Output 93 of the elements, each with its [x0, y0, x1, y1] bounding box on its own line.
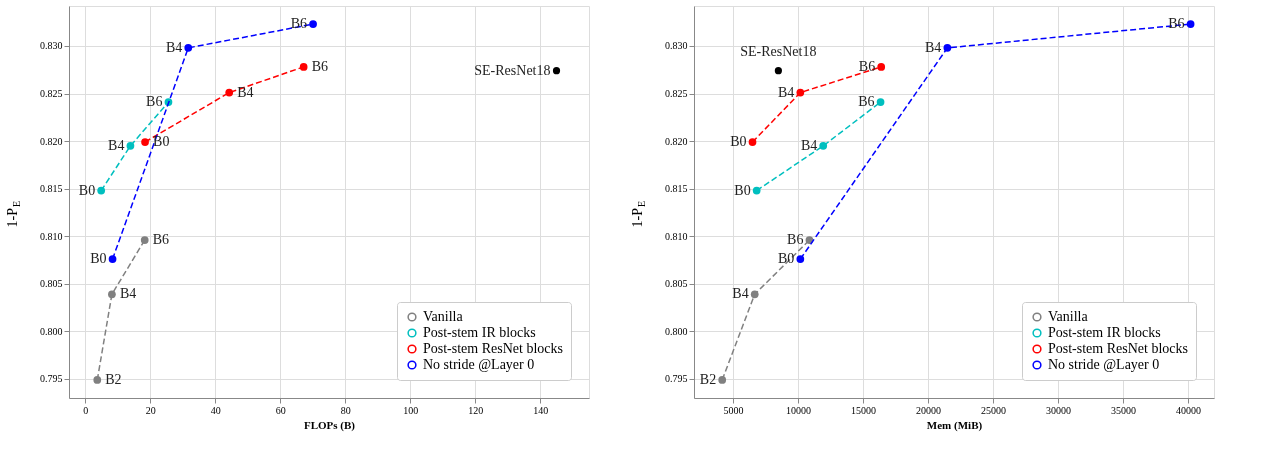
point: [299, 63, 308, 71]
legend-label: Vanilla: [1048, 309, 1089, 324]
y-tick-label: 0.795: [665, 373, 688, 385]
y-axis-title: 1-PE: [630, 200, 647, 228]
annotation: B4: [119, 286, 137, 302]
x-tick-label: 20000: [916, 404, 941, 416]
point: [752, 186, 761, 195]
point: [796, 255, 805, 263]
annotation: B2: [105, 371, 122, 387]
x-tick-label: 40000: [1176, 404, 1201, 416]
y-tick-label: 0.810: [40, 230, 63, 242]
x-axis-title: Mem (MiB): [926, 418, 983, 432]
y-tick-label: 0.805: [40, 278, 63, 290]
y-tick-label: 0.815: [40, 183, 63, 195]
y-tick-label: 0.805: [665, 278, 688, 290]
y-tick-label: 0.825: [40, 88, 63, 100]
y-tick-label: 0.830: [40, 40, 63, 52]
legend-label: No stride @Layer 0: [423, 357, 535, 372]
annotation: B4: [165, 39, 183, 55]
legend-label: Vanilla: [423, 309, 464, 324]
annotation: B0: [153, 134, 170, 150]
annotation: B0: [730, 134, 747, 150]
annotation: B4: [237, 84, 254, 100]
y-tick-label: 0.825: [665, 88, 688, 100]
x-tick-label: 120: [468, 404, 484, 416]
y-tick-label: 0.820: [40, 135, 63, 147]
annotation: B6: [146, 94, 163, 110]
y-tick-label: 0.820: [665, 135, 688, 147]
annotation: SE-ResNet18: [740, 43, 817, 59]
x-tick-label: 5000: [723, 404, 744, 416]
x-axis-title: FLOPs (B): [303, 418, 356, 432]
point: [876, 98, 885, 106]
point: [141, 138, 149, 146]
annotation: B0: [778, 251, 795, 267]
legend-label: Post-stem IR blocks: [423, 325, 536, 340]
point: [943, 44, 952, 52]
x-tick-label: 20: [145, 404, 156, 416]
y-tick-label: 0.815: [665, 183, 688, 195]
x-tick-label: 25000: [981, 404, 1006, 416]
annotation: B0: [734, 182, 751, 198]
x-tick-label: 60: [275, 404, 286, 416]
x-tick-label: 0: [83, 404, 89, 416]
point: [805, 236, 814, 244]
y-tick-label: 0.795: [40, 373, 63, 385]
x-tick-label: 35000: [1111, 404, 1136, 416]
point: [718, 376, 727, 384]
annotation: B4: [925, 39, 942, 55]
point: [108, 290, 116, 299]
legend-label: Post-stem ResNet blocks: [423, 341, 563, 356]
annotation: B0: [90, 251, 107, 267]
point: [750, 290, 759, 299]
point: [140, 236, 149, 244]
x-tick-label: 100: [403, 404, 419, 416]
y-tick-label: 0.800: [40, 325, 63, 337]
annotation: SE-ResNet18: [474, 62, 551, 78]
legend-label: No stride @Layer 0: [1048, 357, 1160, 372]
point: [97, 186, 106, 195]
point: [184, 44, 193, 52]
annotation: B2: [699, 371, 717, 387]
annotation: B0: [78, 182, 96, 198]
point: [126, 142, 135, 150]
annotation: B6: [311, 58, 328, 74]
point: [1186, 20, 1195, 28]
point: [309, 20, 317, 28]
x-tick-label: 80: [340, 404, 351, 416]
annotation: B6: [152, 232, 170, 248]
annotation: B6: [858, 94, 875, 110]
y-tick-label: 0.810: [665, 230, 688, 242]
point: [225, 88, 234, 97]
x-tick-label: 40: [210, 404, 221, 416]
y-tick-label: 0.800: [665, 325, 688, 337]
point: [877, 63, 886, 71]
point: [93, 376, 102, 384]
annotation: B4: [800, 137, 818, 153]
x-tick-label: 30000: [1046, 404, 1071, 416]
x-tick-label: 140: [533, 404, 549, 416]
annotation: B4: [108, 137, 125, 153]
point: [774, 67, 782, 75]
y-tick-label: 0.830: [665, 40, 688, 52]
point: [748, 138, 757, 146]
point: [108, 255, 117, 263]
point: [796, 88, 805, 97]
point: [552, 67, 561, 75]
annotation: B4: [778, 84, 795, 100]
legend-label: Post-stem ResNet blocks: [1048, 341, 1188, 356]
annotation: B6: [858, 58, 876, 74]
x-tick-label: 10000: [786, 404, 811, 416]
annotation: B4: [732, 286, 749, 302]
annotation: B6: [787, 232, 804, 248]
x-tick-label: 15000: [851, 404, 876, 416]
point: [819, 142, 828, 150]
y-axis-title: 1-PE: [5, 200, 22, 228]
legend-label: Post-stem IR blocks: [1048, 325, 1161, 340]
